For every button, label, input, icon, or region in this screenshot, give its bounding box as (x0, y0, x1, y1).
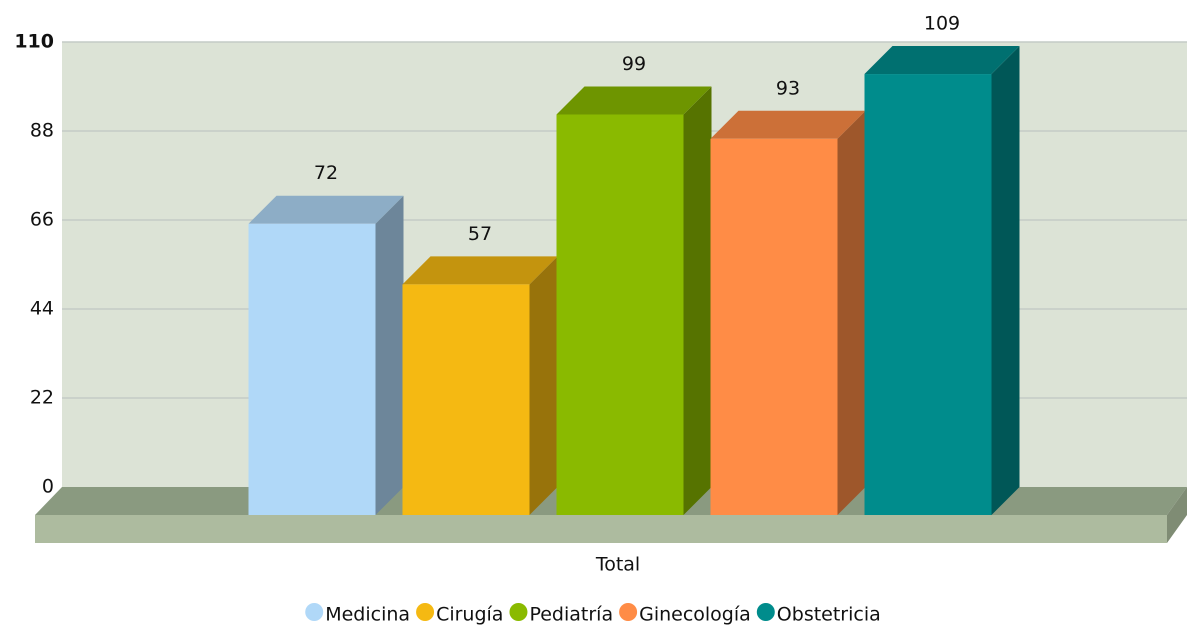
bar (402, 256, 558, 515)
floor-side (1167, 487, 1187, 543)
bar (864, 46, 1020, 515)
legend-label: Pediatría (529, 604, 613, 626)
x-tick-label: Total (595, 554, 640, 576)
y-tick-label: 66 (30, 209, 54, 231)
bar-side (375, 195, 404, 515)
bar (248, 195, 404, 515)
y-tick-label: 110 (14, 31, 54, 53)
y-tick-label: 88 (30, 120, 54, 142)
legend-marker (756, 603, 775, 621)
bar-front (556, 114, 684, 515)
bar-side (837, 110, 866, 515)
value-label: 72 (314, 162, 338, 184)
bar-top (248, 195, 404, 224)
bar-top (556, 86, 712, 115)
legend-marker (509, 603, 528, 621)
bar-top (402, 256, 558, 285)
value-label: 57 (468, 223, 492, 245)
value-label: 93 (776, 77, 800, 99)
bar-side (991, 46, 1020, 515)
legend-marker (619, 603, 638, 621)
y-tick-label: 44 (30, 298, 54, 320)
legend-label: Obstetricia (777, 604, 881, 626)
bar-top (864, 46, 1020, 75)
bar-front (248, 223, 376, 515)
legend-label: Ginecología (639, 604, 751, 626)
bar-side (529, 256, 558, 515)
value-label: 109 (924, 13, 960, 35)
legend: Medicina Cirugía Pediatría Ginecología Obste… (305, 603, 881, 626)
bar-front (864, 74, 992, 515)
y-tick-label: 22 (30, 387, 54, 409)
y-tick-label: 0 (42, 476, 54, 498)
bar (556, 86, 712, 515)
bar-top (710, 110, 866, 139)
bar-front (402, 284, 530, 515)
value-label: 99 (622, 53, 646, 75)
bar (710, 110, 866, 516)
bar-side (683, 86, 712, 515)
bar-front (710, 138, 838, 516)
legend-label: Cirugía (436, 604, 503, 626)
legend-marker (305, 603, 324, 621)
legend-marker (416, 603, 435, 621)
floor-front (35, 515, 1167, 543)
legend-label: Medicina (325, 604, 410, 626)
